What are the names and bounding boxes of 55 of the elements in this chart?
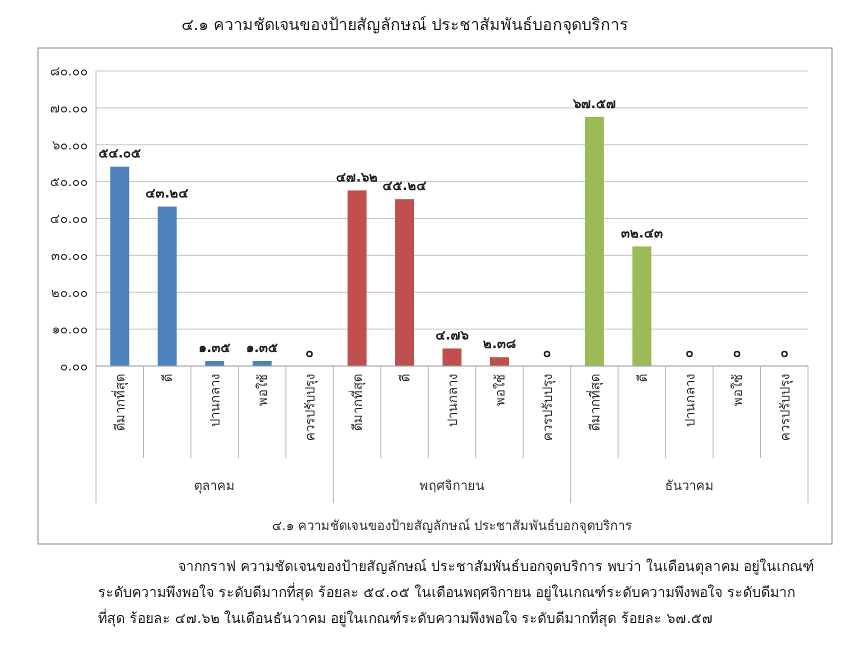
- data-label: ๕๔.๐๕: [98, 146, 142, 162]
- x-tick-label: พอใช้: [492, 374, 508, 406]
- y-tick-label: ๓๐.๐๐: [50, 248, 88, 264]
- data-label: ๓๒.๔๓: [620, 226, 663, 242]
- x-tick-label: ควรปรับปรุง: [304, 374, 319, 441]
- x-tick-label: พอใช้: [730, 374, 746, 406]
- bar: [395, 199, 414, 366]
- data-label: ๐: [542, 346, 551, 361]
- bar: [110, 166, 130, 366]
- x-tick-label: ปานกลาง: [208, 374, 224, 427]
- text: ธันวาคม: [664, 479, 714, 494]
- data-label: ๔๗.๖๒: [336, 170, 378, 186]
- bar: [252, 361, 272, 366]
- data-label: ๑.๓๕: [198, 341, 231, 356]
- y-tick-label: ๖๐.๐๐: [52, 138, 88, 154]
- x-tick-label: ปานกลาง: [683, 374, 698, 427]
- text: จากกราฟ ความชัดเจนของป้ายสัญลักษณ์ ประชาสัมพันธ์บอกจุดบริการ พบว่า ในเดือนตุลาคม อยู่ในเกณฑ์ระดับความพึงพอใจ ระดับดีมากที่สุด ร้อยละ ๕๔.๐๕ ในเดือนพฤศจิกายน อยู่ในเกณฑ์ระดับความพึงพอใจ ระดับดีมากที่สุด ร้อยละ ๔๗.๖๒ ในเดือนธันวาคม อยู่ในเกณฑ์ระดับความพึงพอใจ ระดับดีมากที่สุด ร้อยละ ๖๗.๕๗: [97, 558, 816, 629]
- y-tick-label: ๐.๐๐: [60, 360, 88, 375]
- chart-title: ๔.๑ ความชัดเจนของป้ายสัญลักษณ์ ประชาสัมพันธ์บอกจุดบริการ: [181, 15, 629, 35]
- x-tick-label: พอใช้: [255, 374, 272, 406]
- data-label: ๔๕.๒๔: [382, 179, 427, 194]
- bar: [158, 206, 177, 366]
- data-label: ๐: [306, 346, 314, 361]
- data-label: ๐: [780, 346, 788, 361]
- x-tick-label: ควรปรับปรุง: [540, 374, 556, 441]
- data-label: ๐: [732, 346, 741, 361]
- data-label: ๖๗.๕๗: [572, 96, 616, 112]
- bar: [442, 348, 462, 366]
- data-label: ๒.๓๘: [482, 337, 516, 352]
- y-tick-label: ๕๐.๐๐: [50, 175, 88, 190]
- y-tick-label: ๒๐.๐๐: [50, 286, 88, 301]
- data-label: ๑.๓๕: [246, 341, 278, 356]
- x-tick-label: ดีมากที่สุด: [586, 374, 604, 431]
- data-label: ๔.๗๖: [436, 328, 468, 344]
- bar: [205, 361, 224, 366]
- x-tick-label: ดี: [634, 374, 651, 382]
- x-tick-label: ดีมากที่สุด: [112, 374, 129, 431]
- y-tick-label: ๔๐.๐๐: [50, 212, 88, 228]
- x-tick-label: ดี: [398, 374, 414, 382]
- bar: [348, 190, 367, 366]
- bar: [584, 116, 604, 366]
- data-label: ๔๓.๒๔: [146, 186, 189, 202]
- y-tick-label: ๗๐.๐๐: [50, 101, 88, 116]
- x-tick-label: ควรปรับปรุง: [778, 374, 794, 441]
- data-label: ๐: [685, 346, 694, 361]
- x-tick-label: ดีมากที่สุด: [349, 374, 366, 431]
- text: ตุลาคม: [194, 479, 236, 494]
- y-tick-label: ๑๐.๐๐: [52, 322, 88, 338]
- y-tick-label: ๘๐.๐๐: [50, 64, 88, 80]
- text: พฤศจิกายน: [420, 479, 484, 494]
- x-tick-label: ปานกลาง: [446, 374, 461, 427]
- x-tick-label: ดี: [160, 374, 176, 382]
- text: ๔.๑ ความชัดเจนของป้ายสัญลักษณ์ ประชาสัมพันธ์บอกจุดบริการ: [272, 518, 632, 534]
- bar: [490, 357, 509, 366]
- bar: [632, 246, 652, 366]
